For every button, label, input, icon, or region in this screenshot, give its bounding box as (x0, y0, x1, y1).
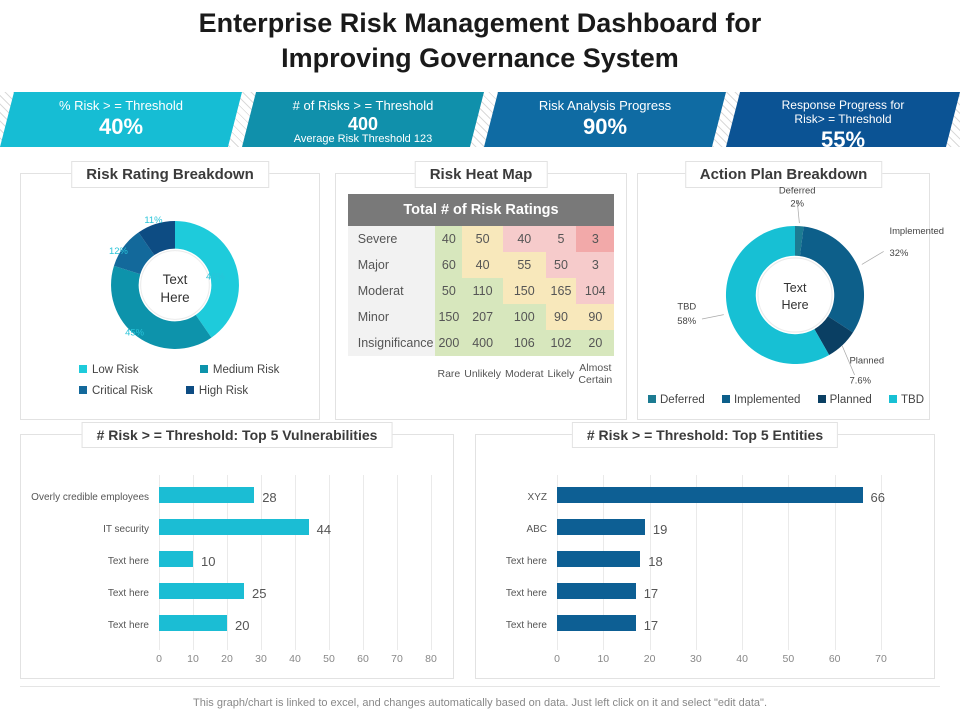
svg-text:45%: 45% (125, 327, 144, 338)
svg-text:Implemented: Implemented (889, 226, 944, 237)
svg-text:Planned: Planned (850, 355, 885, 366)
svg-text:Deferred: Deferred (779, 185, 816, 196)
svg-text:32%: 32% (889, 248, 908, 259)
svg-text:58%: 58% (677, 316, 696, 327)
svg-text:11%: 11% (144, 214, 163, 225)
svg-text:12%: 12% (109, 245, 128, 256)
svg-text:7.6%: 7.6% (850, 376, 872, 387)
svg-text:2%: 2% (790, 198, 804, 209)
